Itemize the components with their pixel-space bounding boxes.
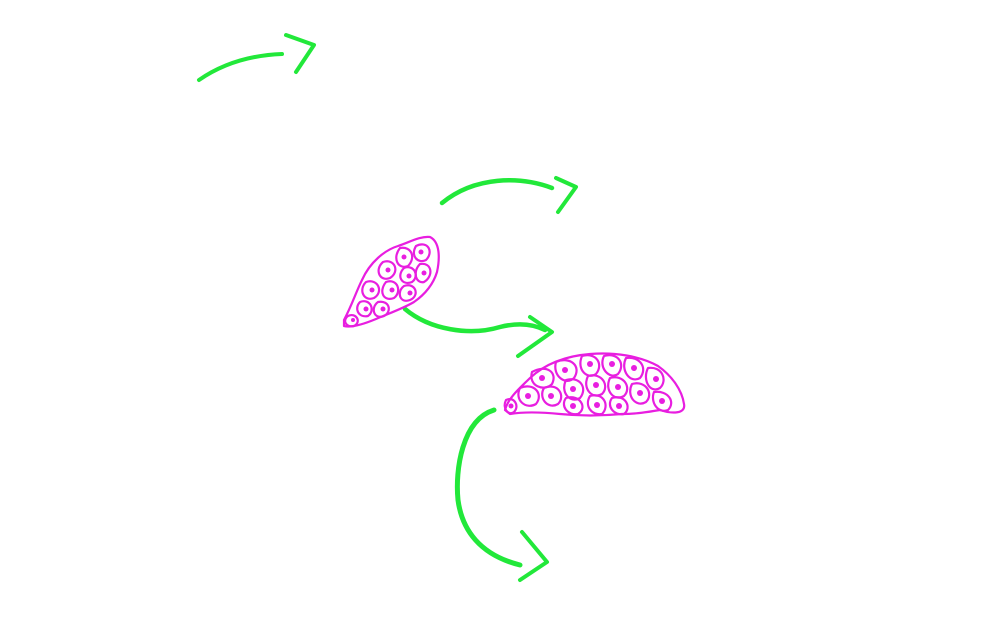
arrow-from-small-cluster [402, 306, 554, 358]
arrow-top-left [197, 33, 316, 82]
small-cell-cluster [342, 235, 440, 328]
large-cell-cluster [503, 352, 686, 417]
arrow-curved-down [454, 407, 549, 582]
arrow-upper-middle [439, 176, 578, 214]
